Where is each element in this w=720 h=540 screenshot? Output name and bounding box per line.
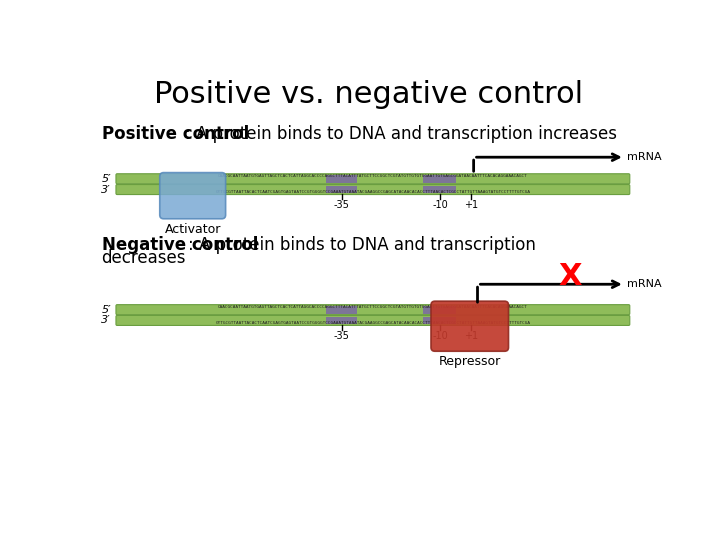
FancyBboxPatch shape <box>116 185 630 194</box>
FancyBboxPatch shape <box>431 301 508 351</box>
Text: : A protein binds to DNA and transcription: : A protein binds to DNA and transcripti… <box>189 236 536 254</box>
Text: -35: -35 <box>334 331 350 341</box>
Text: GTTGCGTTAATTACACTCAATCGAGTGAGTAATCCGTGGGGTCCGAAATGTAAATACGAAGGCCGAGCATACAACACACC: GTTGCGTTAATTACACTCAATCGAGTGAGTAATCCGTGGG… <box>215 190 531 194</box>
Text: -35: -35 <box>334 200 350 210</box>
Bar <box>326 316 357 325</box>
Bar <box>423 186 456 193</box>
Bar <box>326 306 357 314</box>
Text: +1: +1 <box>464 200 478 210</box>
Text: decreases: decreases <box>102 249 186 267</box>
FancyBboxPatch shape <box>116 315 630 326</box>
Text: : A protein binds to DNA and transcription increases: : A protein binds to DNA and transcripti… <box>184 125 616 143</box>
Text: 3′: 3′ <box>102 315 111 326</box>
Text: -10: -10 <box>433 331 448 341</box>
Text: 5′: 5′ <box>102 174 111 184</box>
Text: Positive vs. negative control: Positive vs. negative control <box>154 80 584 109</box>
Bar <box>326 175 357 183</box>
Text: mRNA: mRNA <box>627 152 662 162</box>
Text: Negative control: Negative control <box>102 236 258 254</box>
Text: 5′: 5′ <box>102 305 111 315</box>
Bar <box>423 175 456 183</box>
Text: CAACGCAATTAATGTGAGTTAGCTCACTCATTAGGCACCCCAGGCTTTACATTTATGCTTCCGGCTCGTATGTTGTGTGG: CAACGCAATTAATGTGAGTTAGCTCACTCATTAGGCACCC… <box>218 305 528 309</box>
Text: mRNA: mRNA <box>627 279 662 289</box>
FancyBboxPatch shape <box>116 305 630 315</box>
Text: 3′: 3′ <box>102 185 111 194</box>
Text: GTTGCGTTAATTACACTCAATCGAGTGAGTAATCCGTGGGGTCCGAAATGTAAATACGAAGGCCGAGCATACAACACACC: GTTGCGTTAATTACACTCAATCGAGTGAGTAATCCGTGGG… <box>215 321 531 325</box>
Text: X: X <box>559 262 582 291</box>
Text: Repressor: Repressor <box>438 355 501 368</box>
Text: Positive control: Positive control <box>102 125 249 143</box>
FancyBboxPatch shape <box>116 174 630 184</box>
Text: -10: -10 <box>433 200 448 210</box>
Bar <box>423 316 456 325</box>
Text: Activator: Activator <box>164 222 221 235</box>
Bar <box>326 186 357 193</box>
Bar <box>423 306 456 314</box>
Text: +1: +1 <box>464 331 478 341</box>
FancyBboxPatch shape <box>160 173 225 219</box>
Text: CAACGCAATTAATGTGAGTTAGCTCACTCATTAGGCACCCCAGGCTTTACATTTATGCTTCCGGCTCGTATGTTGTGTGG: CAACGCAATTAATGTGAGTTAGCTCACTCATTAGGCACCC… <box>218 174 528 178</box>
